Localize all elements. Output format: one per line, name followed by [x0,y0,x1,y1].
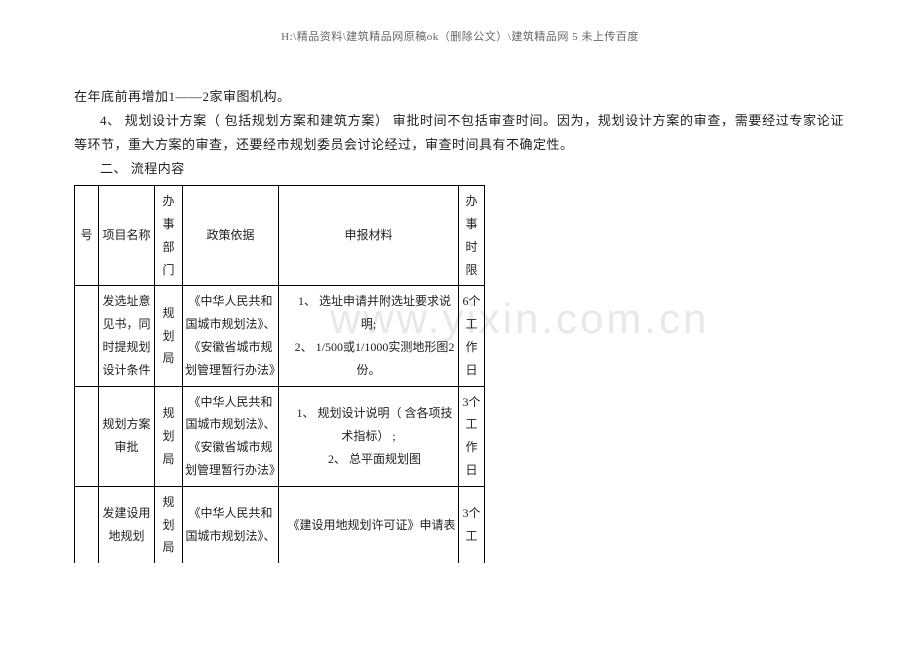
cell-name: 发选址意见书，同时提规划设计条件 [99,286,155,386]
cell-material: 1、 选址申请并附选址要求说明; 2、 1/500或1/1000实测地形图2份。 [279,286,459,386]
cell-num [75,486,99,563]
cell-basis: 《中华人民共和国城市规划法》、 [183,486,279,563]
cell-time: 3个工作日 [459,386,485,486]
header-time: 办事时限 [459,186,485,286]
cell-time: 3个工 [459,486,485,563]
cell-basis: 《中华人民共和国城市规划法》、《安徽省城市规划管理暂行办法》 [183,286,279,386]
cell-dept: 规划局 [155,486,183,563]
paragraph-2: 4、 规划设计方案（ 包括规划方案和建筑方案） 审批时间不包括审查时间。因为，规… [74,109,844,157]
header-basis: 政策依据 [183,186,279,286]
cell-name: 规划方案审批 [99,386,155,486]
table-row: 发建设用地规划 规划局 《中华人民共和国城市规划法》、 《建设用地规划许可证》申… [75,486,485,563]
cell-dept: 规划局 [155,286,183,386]
cell-material: 《建设用地规划许可证》申请表 [279,486,459,563]
table-row: 规划方案审批 规划局 《中华人民共和国城市规划法》、《安徽省城市规划管理暂行办法… [75,386,485,486]
file-path-header: H:\精品资料\建筑精品网原稿ok（删除公文）\建筑精品网 5 未上传百度 [0,28,920,44]
header-name: 项目名称 [99,186,155,286]
cell-num [75,386,99,486]
cell-basis: 《中华人民共和国城市规划法》、《安徽省城市规划管理暂行办法》 [183,386,279,486]
document-body: 在年底前再增加1——2家审图机构。 4、 规划设计方案（ 包括规划方案和建筑方案… [74,85,844,563]
cell-dept: 规划局 [155,386,183,486]
cell-time: 6个工作日 [459,286,485,386]
paragraph-3: 二、 流程内容 [74,157,844,181]
cell-material: 1、 规划设计说明（ 含各项技术指标） ; 2、 总平面规划图 [279,386,459,486]
header-num: 号 [75,186,99,286]
paragraph-1: 在年底前再增加1——2家审图机构。 [74,85,844,109]
table-row: 发选址意见书，同时提规划设计条件 规划局 《中华人民共和国城市规划法》、《安徽省… [75,286,485,386]
header-material: 申报材料 [279,186,459,286]
header-dept: 办事部门 [155,186,183,286]
cell-num [75,286,99,386]
cell-name: 发建设用地规划 [99,486,155,563]
table-header-row: 号 项目名称 办事部门 政策依据 申报材料 办事时限 [75,186,485,286]
process-table: 号 项目名称 办事部门 政策依据 申报材料 办事时限 发选址意见书，同时提规划设… [74,185,485,563]
